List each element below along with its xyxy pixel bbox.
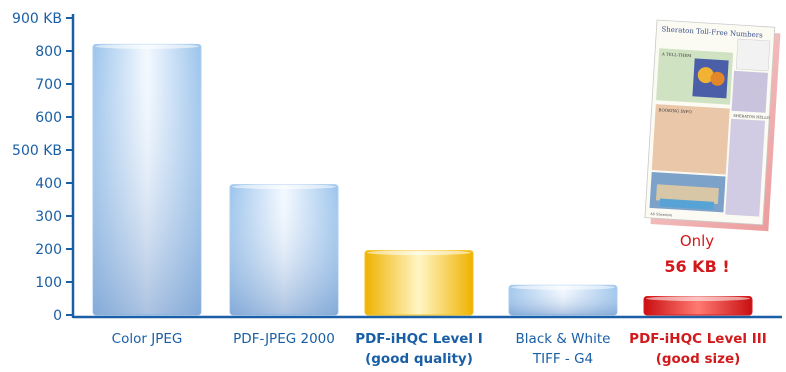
x-category-label: TIFF - G4 (532, 351, 593, 367)
thumbnail-section2: BOOKING INFO (658, 107, 692, 114)
x-category-labels: Color JPEG PDF-JPEG 2000 PDF-iHQC Level I (… (112, 331, 767, 367)
x-category-label: PDF-iHQC Level III (629, 331, 767, 347)
y-tick-label: 800 (35, 44, 62, 60)
bars (92, 43, 753, 316)
thumbnail-section3: SHERATON HELLO (733, 114, 770, 120)
bar-top-highlight (646, 296, 750, 302)
y-tick-label: 400 (35, 176, 62, 192)
thumbnail-header-box (735, 38, 771, 72)
y-tick-label: 900 KB (12, 11, 62, 27)
y-tick-label: 300 (35, 209, 62, 225)
y-tick-label: 100 (35, 275, 62, 291)
thumbnail-photo-person-2 (710, 71, 725, 86)
bar-top-highlight (511, 284, 615, 290)
thumbnail-footer: A6 Sheraton (649, 212, 673, 217)
bar-shade (509, 285, 617, 315)
bar-top-highlight (367, 250, 471, 256)
bar-top-highlight (95, 43, 199, 49)
y-tick-label: 200 (35, 242, 62, 258)
x-category-label: Black & White (516, 331, 611, 347)
y-tick-label: 700 (35, 77, 62, 93)
x-category-label: (good size) (656, 351, 741, 367)
document-thumbnail: Sheraton Toll-Free Numbers A TELL-THEM S… (644, 19, 781, 232)
bar (364, 250, 474, 316)
thumbnail-resort-building (655, 184, 719, 205)
bar-shade (230, 184, 338, 315)
thumbnail-panel-tan (651, 104, 730, 175)
y-tick-label: 500 KB (12, 143, 62, 159)
thumbnail-resort-pool (659, 198, 715, 210)
y-ticks: 0 100 200 300 400 500 KB 600 700 800 900 KB (12, 11, 73, 324)
annotation-only: Only (680, 232, 714, 250)
bar-shade (93, 44, 201, 316)
thumbnail-panel-purple (731, 70, 768, 113)
annotation-size: 56 KB ! (664, 257, 729, 276)
bar-top-highlight (232, 184, 336, 190)
x-category-label: PDF-JPEG 2000 (233, 331, 335, 347)
thumbnail-section1: A TELL-THEM (661, 51, 692, 58)
thumbnail-photo-person (697, 67, 714, 84)
y-tick-label: 600 (35, 110, 62, 126)
x-category-label: (good quality) (365, 351, 473, 367)
y-tick-label: 0 (53, 308, 62, 324)
x-category-label: Color JPEG (112, 331, 183, 347)
x-category-label: PDF-iHQC Level I (355, 331, 483, 347)
thumbnail-panel-lilac (725, 118, 766, 217)
